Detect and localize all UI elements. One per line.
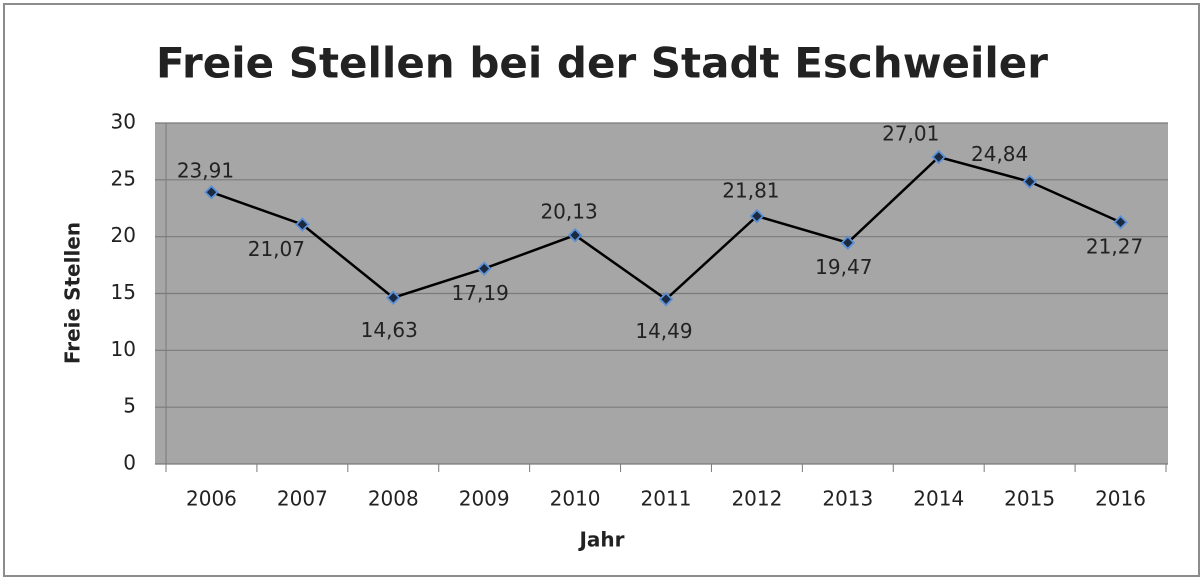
x-tick-label: 2009 [459,487,510,511]
x-tick-label: 2015 [1004,487,1055,511]
x-tick-label: 2011 [641,487,692,511]
y-tick-label: 30 [111,110,136,134]
data-label: 17,19 [452,281,509,305]
data-point [476,261,492,276]
data-point [749,208,765,224]
x-tick-label: 2013 [822,487,873,511]
data-label: 21,27 [1086,235,1143,259]
data-label: 14,49 [635,319,692,343]
data-point [204,184,219,200]
data-point [840,235,856,250]
data-point [1113,214,1128,230]
x-tick-label: 2010 [550,487,601,511]
x-tick-label: 2007 [277,487,328,511]
data-label: 14,63 [361,318,418,342]
x-tick-label: 2008 [368,487,419,511]
x-tick-label: 2012 [731,487,782,511]
x-tick-label: 2014 [913,487,964,511]
data-point [386,290,401,305]
y-tick-label: 10 [111,337,136,361]
data-label: 21,81 [722,179,779,203]
data-point [567,227,583,243]
data-label: 23,91 [177,159,234,183]
y-tick-label: 0 [123,451,136,475]
x-tick-label: 2006 [186,487,237,511]
x-axis-label: Jahr [577,528,624,552]
data-point [658,292,674,307]
data-label: 20,13 [540,200,597,224]
data-point [931,149,946,165]
y-tick-label: 20 [111,223,136,247]
data-label: 27,01 [882,121,939,145]
y-axis-label: Freie Stellen [61,222,85,364]
data-point [295,217,310,232]
y-tick-label: 5 [123,394,136,418]
data-label: 21,07 [248,237,305,261]
y-tick-label: 25 [111,166,136,190]
x-tick-label: 2016 [1095,487,1146,511]
data-point [1022,174,1037,189]
data-label: 24,84 [971,142,1028,166]
data-label: 19,47 [815,255,872,279]
y-tick-label: 15 [111,280,136,304]
chart-title: Freie Stellen bei der Stadt Eschweiler [156,39,1048,88]
